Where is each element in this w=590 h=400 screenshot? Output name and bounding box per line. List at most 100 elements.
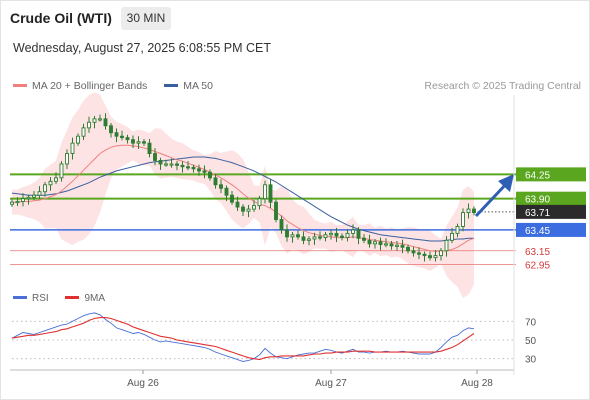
candle-body <box>15 201 20 204</box>
candle-body <box>202 170 207 173</box>
candle-body <box>340 235 344 239</box>
candle-body <box>345 232 350 239</box>
candle-body <box>444 239 449 252</box>
candle-body <box>98 118 102 121</box>
credit-label: Research © 2025 Trading Central <box>424 80 581 92</box>
candle-body <box>279 219 284 231</box>
level-label-63.71: 63.71 <box>525 208 550 219</box>
candle-body <box>406 246 410 252</box>
candle-body <box>290 234 295 238</box>
candle-body <box>224 187 229 196</box>
candle-body <box>301 236 306 241</box>
candle-body <box>312 236 317 240</box>
level-label-62.95: 62.95 <box>525 261 550 272</box>
level-tag-64.25 <box>516 167 586 182</box>
candle-body <box>21 198 25 202</box>
time-label-Aug 27: Aug 27 <box>315 378 347 389</box>
candle-body <box>384 243 388 246</box>
candle-body <box>92 118 97 123</box>
candle-body <box>323 234 328 239</box>
legend-ma20-label: MA 20 + Bollinger Bands <box>32 80 148 92</box>
candle-body <box>213 177 218 186</box>
level-label-63.15: 63.15 <box>525 247 550 258</box>
candle-body <box>153 153 157 161</box>
candle-body <box>367 239 372 245</box>
candle-body <box>32 194 36 198</box>
candle-body <box>197 168 201 172</box>
ma50-line <box>11 156 474 242</box>
candle-body <box>54 177 58 182</box>
candle-body <box>43 184 47 193</box>
candle-body <box>455 226 460 234</box>
candle-body <box>334 232 339 237</box>
rsi-ma-line <box>11 317 475 361</box>
legend-ma20: MA 20 + Bollinger Bands <box>13 80 147 92</box>
candle-body <box>329 232 333 236</box>
price-legend: MA 20 + Bollinger Bands MA 50 <box>13 80 227 92</box>
candle-body <box>433 255 438 259</box>
candle-body <box>378 241 383 245</box>
candle-body <box>356 229 361 239</box>
candle-body <box>362 237 366 241</box>
candle-body <box>147 142 152 154</box>
candle-body <box>169 163 174 166</box>
candle-body <box>76 135 80 144</box>
rsi-tick-70: 70 <box>525 317 537 328</box>
level-tag-63.90 <box>516 191 586 206</box>
candle-body <box>351 229 355 234</box>
candle-body <box>461 212 465 227</box>
candle-body <box>175 163 179 166</box>
candle-body <box>87 121 91 129</box>
candle-body <box>268 184 273 203</box>
candle-body <box>131 139 135 144</box>
candle-body <box>235 201 240 208</box>
candle-body <box>109 125 113 134</box>
level-tag-63.71 <box>516 204 586 219</box>
level-label-63.45: 63.45 <box>525 226 550 237</box>
level-label-64.25: 64.25 <box>525 170 550 181</box>
rsi-swatch <box>13 295 27 299</box>
candle-body <box>252 205 256 210</box>
candle-body <box>186 166 190 169</box>
candle-body <box>125 137 130 141</box>
candle-body <box>263 184 267 200</box>
legend-rsi-label: RSI <box>32 293 49 304</box>
candle-body <box>466 208 471 214</box>
candle-body <box>142 141 146 144</box>
candle-body <box>241 206 245 212</box>
candle-body <box>59 163 64 179</box>
candle-body <box>10 201 14 205</box>
time-label-Aug 28: Aug 28 <box>461 378 493 389</box>
candle-body <box>136 141 141 144</box>
timeframe-badge[interactable]: 30 MIN <box>121 7 171 30</box>
candle-body <box>191 166 196 170</box>
candle-body <box>230 194 234 203</box>
candle-body <box>422 253 427 257</box>
candle-body <box>246 208 251 212</box>
candle-body <box>208 171 212 179</box>
candle-body <box>395 244 399 247</box>
candle-body <box>450 232 454 241</box>
candle-body <box>65 153 69 165</box>
ma20-swatch <box>13 83 27 87</box>
legend-ma50-label: MA 50 <box>183 80 213 92</box>
candle-body <box>81 127 86 137</box>
candle-body <box>318 236 322 239</box>
rsi-tick-30: 30 <box>525 355 537 366</box>
candle-body <box>70 142 75 154</box>
forecast-arrow-shaft <box>474 180 510 218</box>
legend-rsi-ma-label: 9MA <box>84 293 106 304</box>
candle-body <box>428 255 432 259</box>
candle-body <box>285 229 289 238</box>
candle-body <box>417 252 421 255</box>
rsi-ma-swatch <box>65 295 80 299</box>
candle-body <box>296 234 300 238</box>
candle-body <box>472 208 476 214</box>
candle-body <box>103 118 108 127</box>
candle-body <box>120 135 124 139</box>
candle-body <box>389 243 394 247</box>
candle-body <box>180 164 185 168</box>
candle-body <box>164 163 168 166</box>
candle-body <box>37 191 42 196</box>
